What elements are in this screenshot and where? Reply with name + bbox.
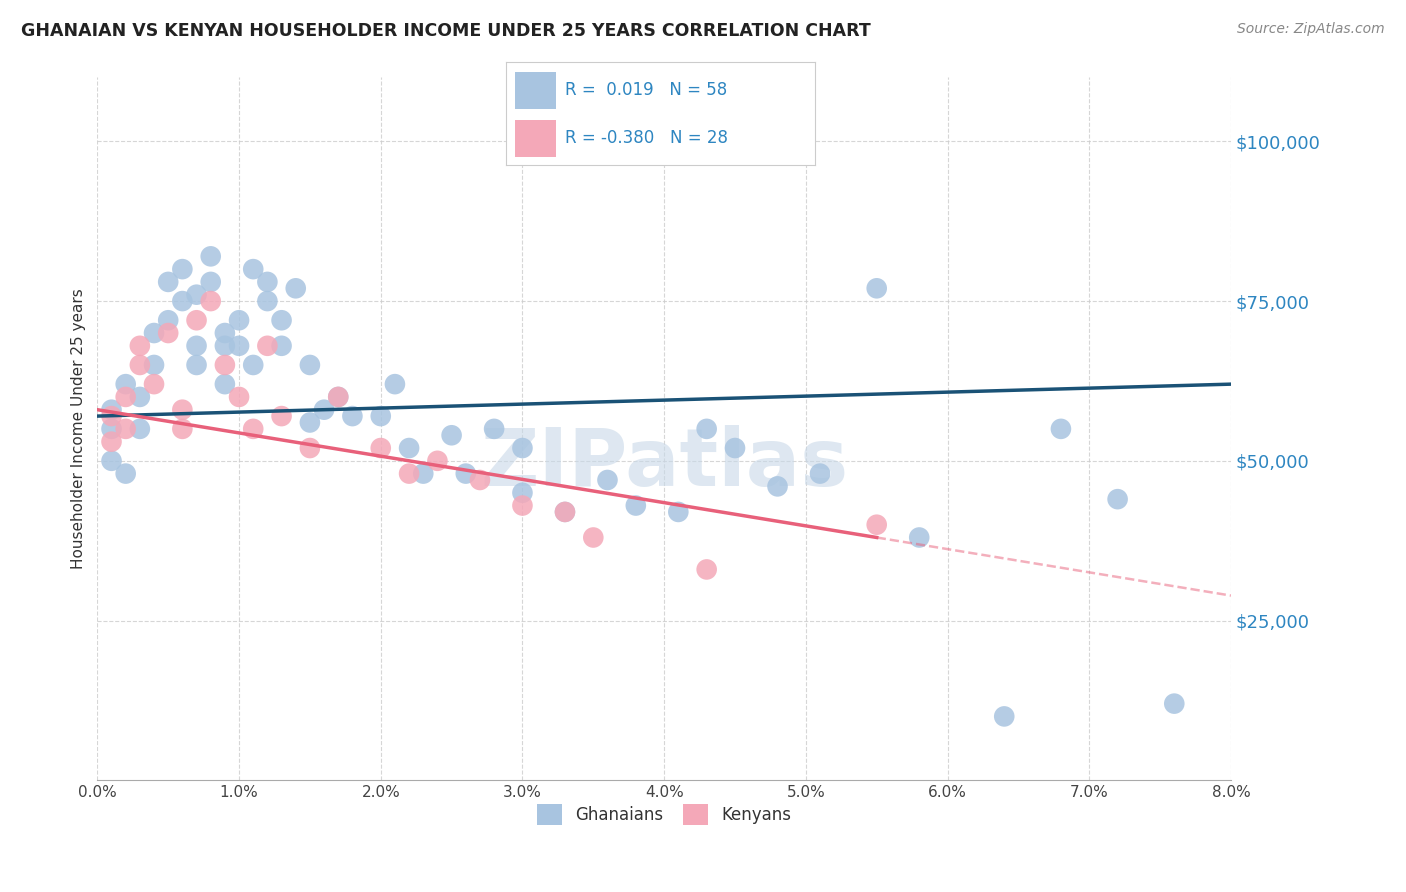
Point (454, 467, 477, 481)
Point (186, 358, 208, 372)
Point (370, 409, 392, 423)
Point (114, 377, 136, 392)
Bar (516, 71, 555, 109)
Point (866, 281, 889, 295)
Point (200, 275, 222, 289)
Point (214, 326, 236, 340)
Point (766, 479, 789, 493)
Point (100, 434, 122, 449)
Point (993, 709, 1015, 723)
Point (228, 390, 250, 404)
Text: R =  0.019   N = 58: R = 0.019 N = 58 (565, 81, 727, 99)
Text: R = -0.380   N = 28: R = -0.380 N = 28 (565, 129, 728, 147)
Point (157, 326, 180, 340)
Point (298, 416, 321, 430)
Point (1107, 492, 1129, 507)
Text: Source: ZipAtlas.com: Source: ZipAtlas.com (1237, 22, 1385, 37)
Point (157, 313, 180, 327)
Point (426, 454, 449, 468)
Point (440, 428, 463, 442)
Point (284, 281, 307, 295)
Point (624, 499, 647, 513)
Point (1163, 697, 1185, 711)
Point (696, 562, 718, 576)
Point (384, 377, 406, 392)
Point (128, 422, 150, 436)
Text: GHANAIAN VS KENYAN HOUSEHOLDER INCOME UNDER 25 YEARS CORRELATION CHART: GHANAIAN VS KENYAN HOUSEHOLDER INCOME UN… (21, 22, 870, 40)
Point (696, 422, 718, 436)
Point (114, 390, 136, 404)
Point (312, 402, 335, 417)
Point (114, 422, 136, 436)
Point (200, 294, 222, 309)
Point (100, 409, 122, 423)
Point (270, 339, 292, 353)
Point (256, 275, 278, 289)
Point (808, 467, 831, 481)
Point (298, 441, 321, 455)
Point (256, 294, 278, 309)
Point (398, 467, 420, 481)
Point (242, 358, 264, 372)
Point (128, 358, 150, 372)
Point (512, 485, 534, 500)
Legend: Ghanaians, Kenyans: Ghanaians, Kenyans (537, 805, 792, 825)
Point (512, 441, 534, 455)
Point (328, 390, 350, 404)
Point (186, 287, 208, 301)
Point (157, 275, 180, 289)
Point (186, 339, 208, 353)
Point (866, 517, 889, 532)
Point (228, 313, 250, 327)
Point (214, 377, 236, 392)
Point (270, 313, 292, 327)
Point (100, 402, 122, 417)
Point (512, 499, 534, 513)
Point (143, 326, 166, 340)
Point (1050, 422, 1073, 436)
Point (342, 409, 364, 423)
Point (554, 505, 576, 519)
Text: ZIPatlas: ZIPatlas (479, 425, 848, 503)
Point (186, 313, 208, 327)
Point (724, 441, 747, 455)
Point (908, 531, 931, 545)
Point (200, 249, 222, 263)
Point (100, 422, 122, 436)
Point (128, 339, 150, 353)
Point (482, 422, 505, 436)
Point (114, 467, 136, 481)
Point (172, 262, 194, 277)
Point (328, 390, 350, 404)
Point (242, 262, 264, 277)
Point (270, 409, 292, 423)
Point (554, 505, 576, 519)
Bar (516, 120, 555, 157)
Point (412, 467, 434, 481)
Point (666, 505, 689, 519)
Point (172, 294, 194, 309)
Point (468, 473, 491, 487)
Point (582, 531, 605, 545)
Point (100, 454, 122, 468)
Point (143, 358, 166, 372)
Point (228, 339, 250, 353)
Point (298, 358, 321, 372)
Point (596, 473, 619, 487)
Y-axis label: Householder Income Under 25 years: Householder Income Under 25 years (72, 288, 86, 569)
Point (172, 402, 194, 417)
Point (172, 422, 194, 436)
Point (256, 339, 278, 353)
Point (128, 390, 150, 404)
Point (143, 377, 166, 392)
Point (242, 422, 264, 436)
Point (398, 441, 420, 455)
Point (370, 441, 392, 455)
Point (214, 358, 236, 372)
Point (214, 339, 236, 353)
